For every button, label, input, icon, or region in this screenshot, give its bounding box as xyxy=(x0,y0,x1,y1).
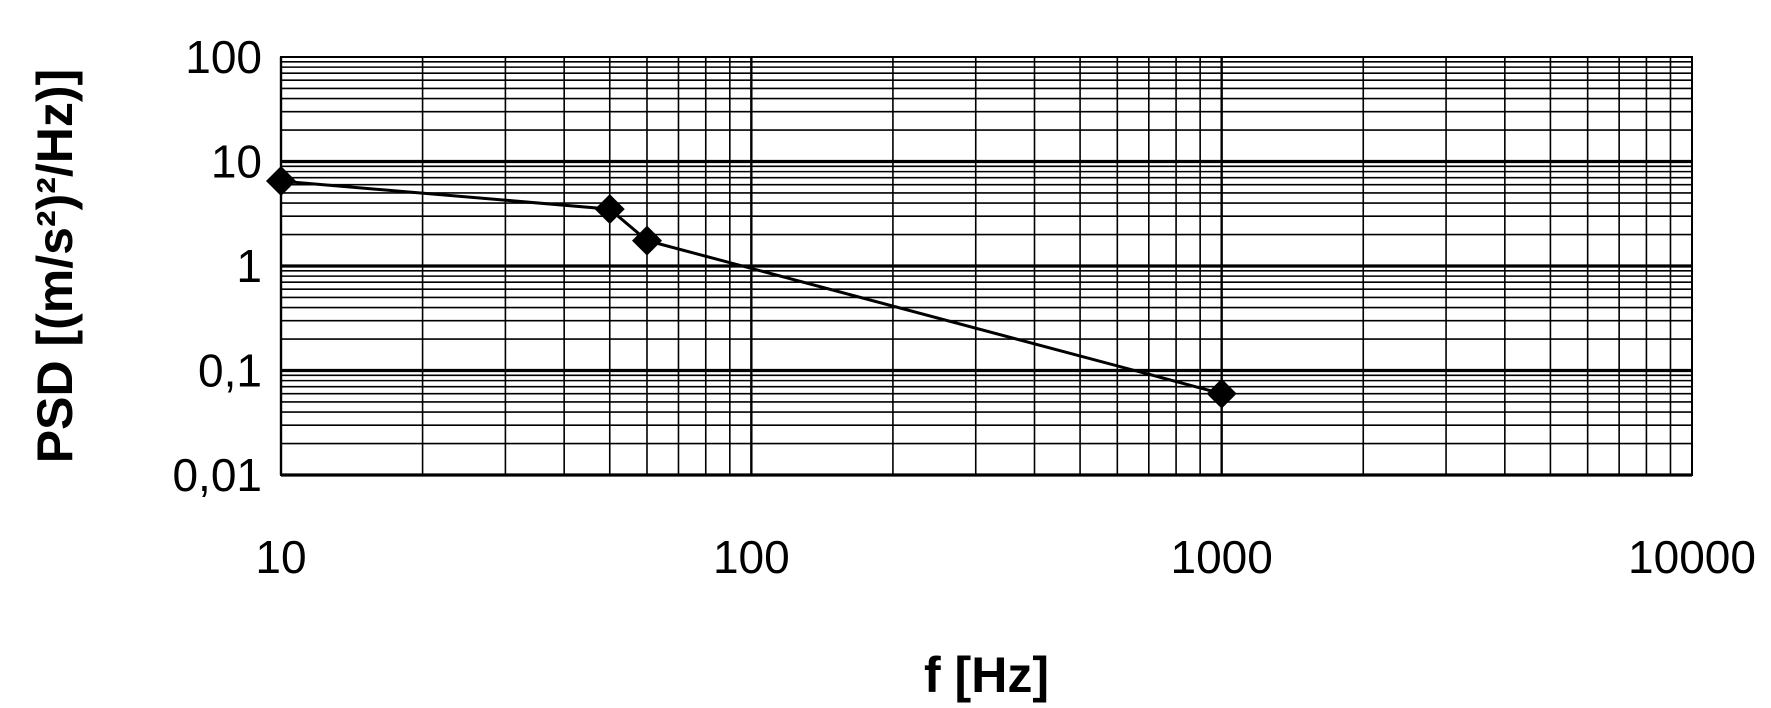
series-line xyxy=(280,179,1223,396)
data-point-marker xyxy=(1206,378,1237,409)
data-series xyxy=(266,166,1237,409)
x-tick-label: 1000 xyxy=(1170,531,1272,583)
y-tick-label: 100 xyxy=(185,31,262,83)
x-axis-title: f [Hz] xyxy=(924,647,1049,703)
x-tick-label: 10 xyxy=(255,531,306,583)
y-tick-label: 10 xyxy=(211,136,262,188)
y-tick-label: 1 xyxy=(236,240,262,292)
y-tick-label: 0,01 xyxy=(172,449,262,501)
data-point-marker xyxy=(594,194,625,225)
data-point-marker xyxy=(266,166,296,197)
chart-grid xyxy=(279,57,1692,477)
y-tick-label: 0,1 xyxy=(198,345,262,397)
data-point-marker xyxy=(631,225,662,256)
y-axis-tick-labels: 0,01 0,1 1 10 100 xyxy=(172,31,262,501)
y-axis-title: PSD [(m/s²)²/Hz)] xyxy=(27,69,83,463)
x-tick-label: 100 xyxy=(713,531,790,583)
x-tick-label: 10000 xyxy=(1628,531,1756,583)
plot-area-frame xyxy=(280,56,1693,476)
x-axis-tick-labels: 10 100 1000 10000 xyxy=(255,531,1756,583)
